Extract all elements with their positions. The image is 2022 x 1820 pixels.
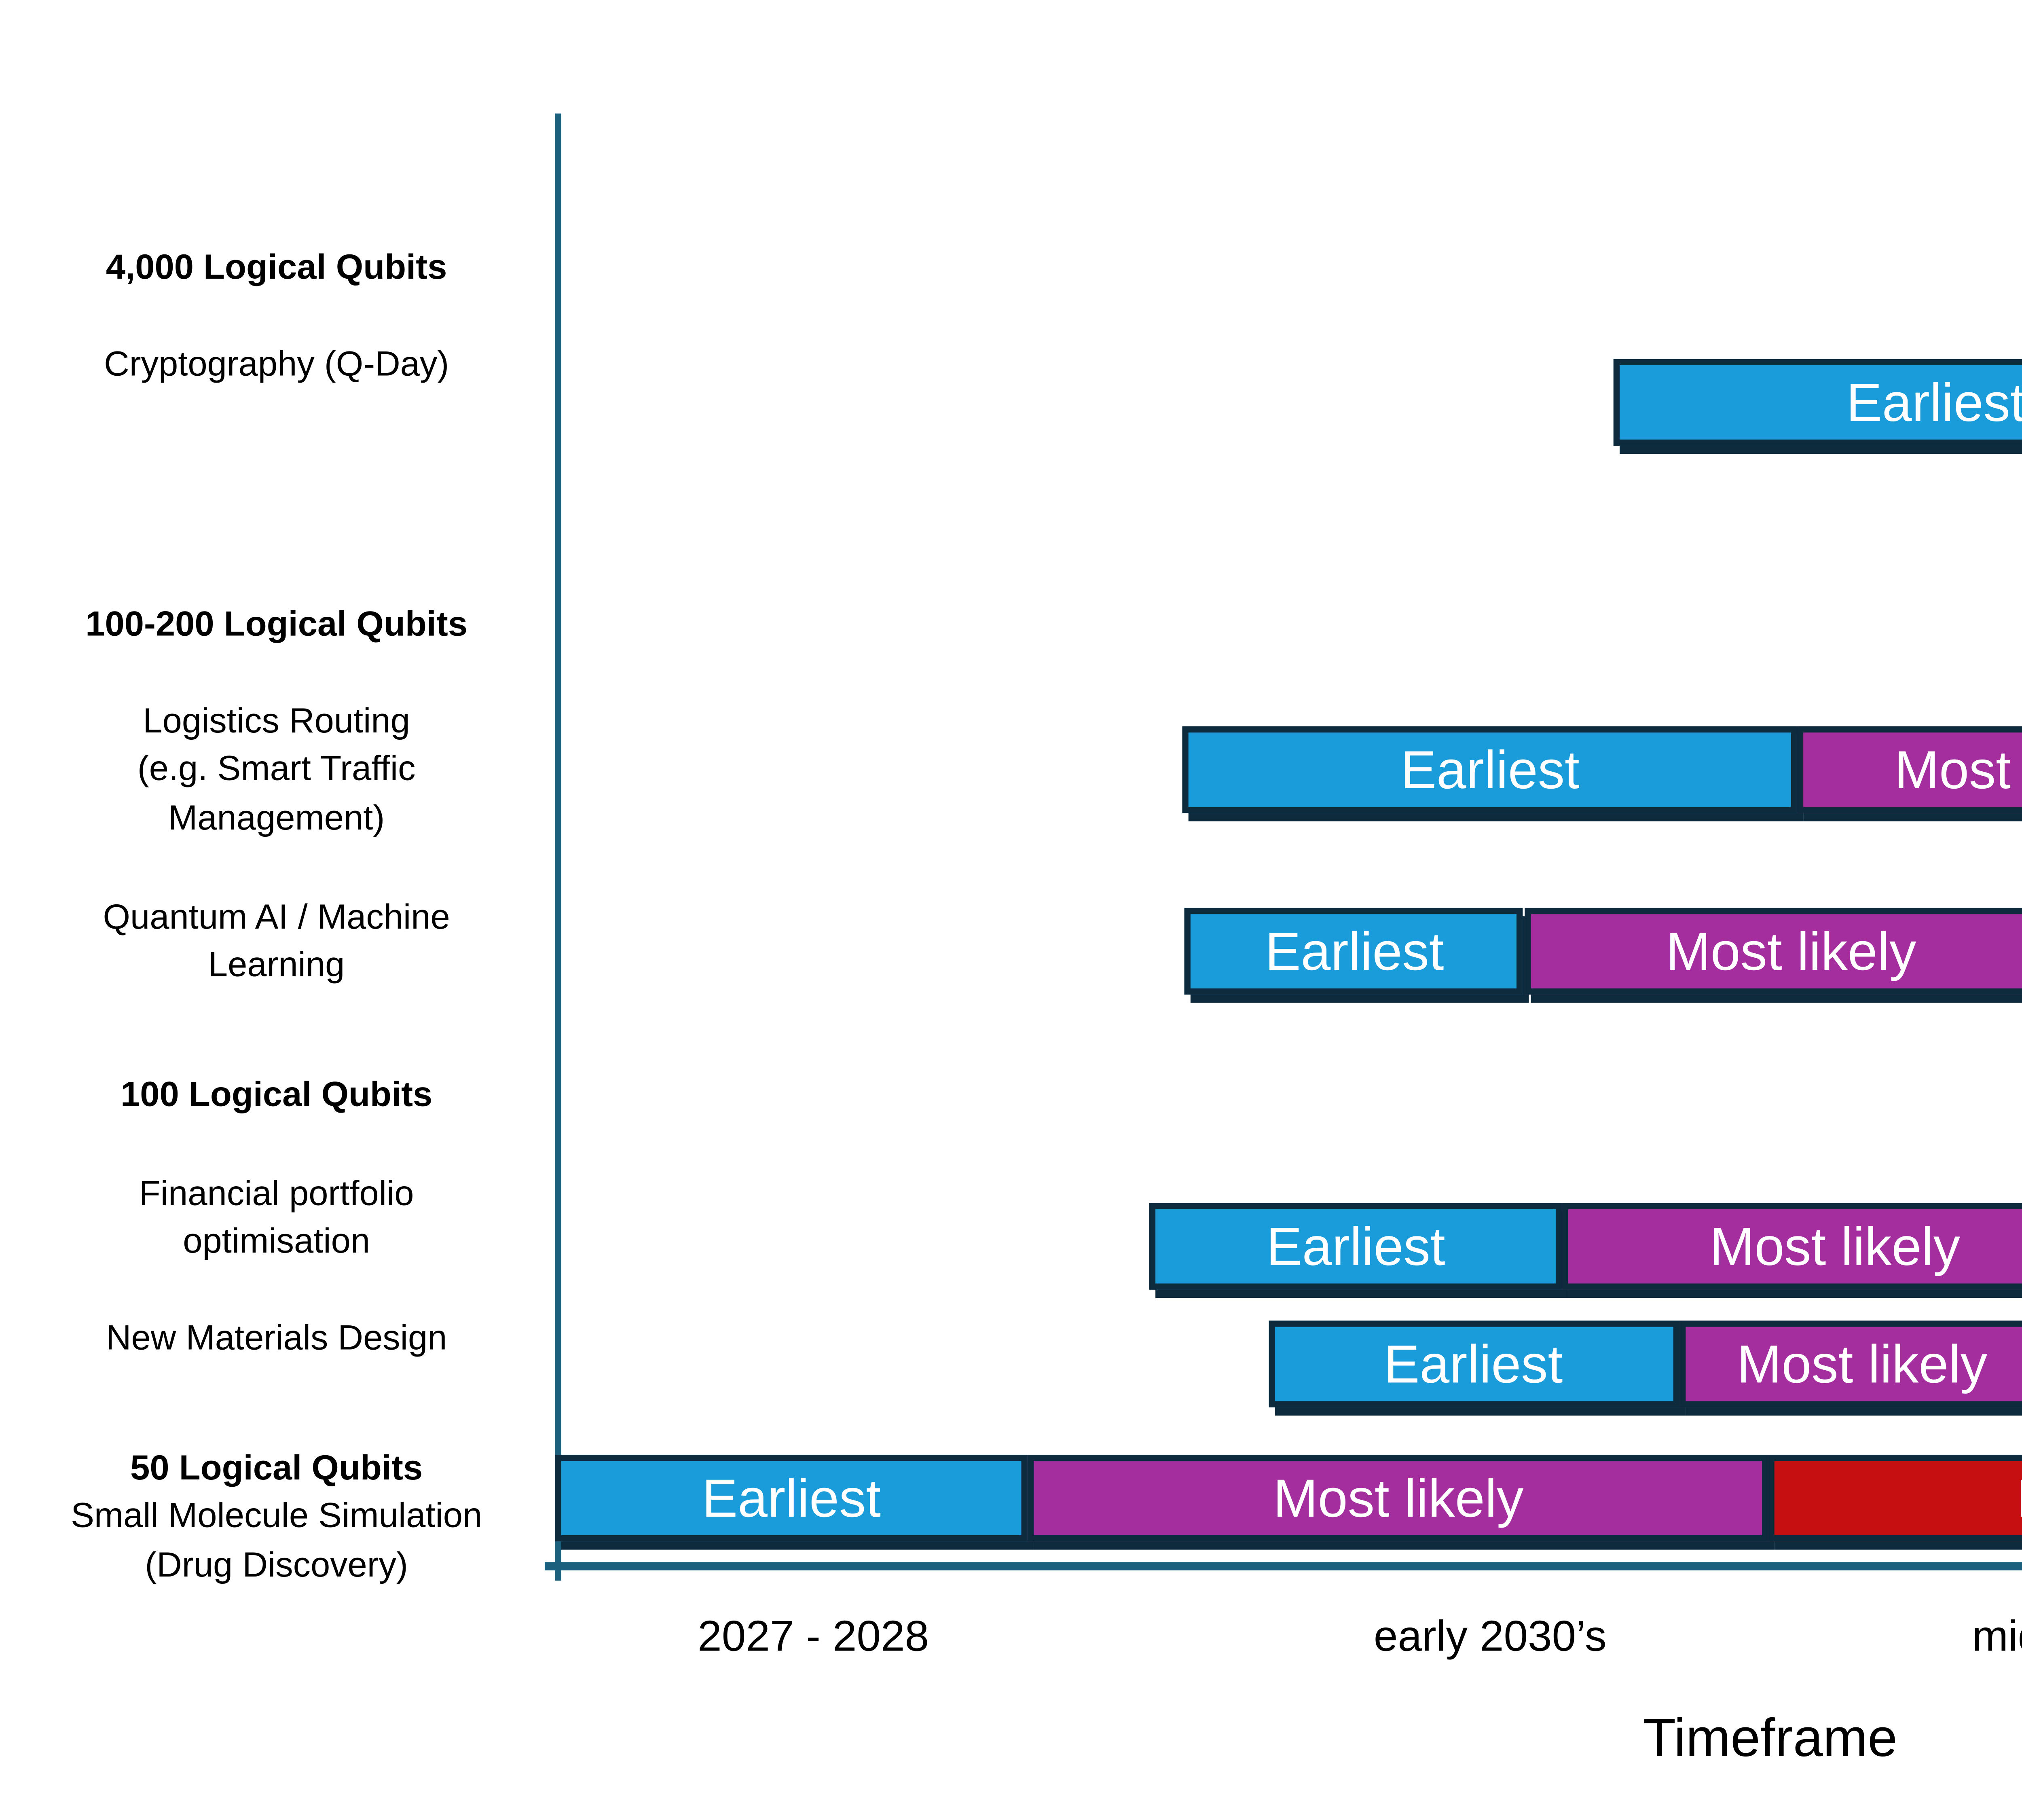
bar-quantum-ai-ml-most-likely: Most likely bbox=[1523, 908, 2022, 995]
left-label-block-2: 100-200 Logical Qubits bbox=[0, 601, 553, 650]
bar-logistics-routing-most-likely: Most likely bbox=[1797, 726, 2022, 813]
application-label-line: Quantum AI / Machine bbox=[103, 896, 450, 936]
application-label-line: New Materials Design bbox=[106, 1319, 447, 1359]
y-axis-line bbox=[555, 113, 561, 1581]
bar-small-molecule-most-likely: Most likely bbox=[1028, 1454, 1769, 1542]
left-label-block-7: New Materials Design bbox=[0, 1315, 553, 1363]
bar-financial-portfolio-earliest: Earliest bbox=[1149, 1203, 1563, 1290]
bar-small-molecule-latest: Latest bbox=[1769, 1454, 2022, 1542]
application-label-line: (e.g. Smart Traffic bbox=[137, 749, 416, 789]
x-axis-title: Timeframe bbox=[1643, 1706, 1898, 1769]
bar-small-molecule-earliest: Earliest bbox=[555, 1454, 1028, 1542]
x-tick-2027-2028: 2027 - 2028 bbox=[698, 1613, 929, 1661]
x-tick-early-2030-s: early 2030’s bbox=[1373, 1613, 1607, 1661]
application-label-line: Financial portfolio bbox=[139, 1173, 414, 1213]
qubit-group-title: 100-200 Logical Qubits bbox=[85, 605, 468, 645]
bar-new-materials-earliest: Earliest bbox=[1268, 1321, 1679, 1407]
left-label-block-5: 100 Logical Qubits bbox=[0, 1071, 553, 1120]
application-label-line: Learning bbox=[208, 945, 345, 984]
qubit-group-title: 100 Logical Qubits bbox=[121, 1075, 433, 1115]
application-label-line: optimisation bbox=[183, 1221, 370, 1261]
bar-cryptography-earliest: Earliest bbox=[1614, 359, 2022, 446]
left-label-block-0: 4,000 Logical Qubits bbox=[0, 244, 553, 292]
qubit-group-title: 4,000 Logical Qubits bbox=[106, 248, 447, 288]
application-label-line: Logistics Routing bbox=[143, 701, 410, 741]
left-label-block-4: Quantum AI / Machine Learning bbox=[0, 893, 553, 990]
application-label-line: Management) bbox=[168, 798, 385, 838]
bar-financial-portfolio-most-likely: Most likely bbox=[1562, 1203, 2022, 1290]
x-axis-line bbox=[544, 1562, 2022, 1570]
bar-logistics-routing-earliest: Earliest bbox=[1182, 726, 1798, 813]
left-label-block-6: Financial portfolio optimisation bbox=[0, 1169, 553, 1266]
left-label-block-3: Logistics Routing (e.g. Smart Traffic Mana… bbox=[0, 697, 553, 842]
application-label-line: Small Molecule Simulation bbox=[71, 1496, 482, 1536]
qubit-group-title: 50 Logical Qubits bbox=[130, 1448, 423, 1488]
left-label-block-8: 50 Logical Qubits Small Molecule Simulati… bbox=[0, 1444, 553, 1589]
left-label-block-1: Cryptography (Q-Day) bbox=[0, 341, 553, 389]
x-tick-mid-2030-s: mid 2030’s bbox=[1972, 1613, 2022, 1661]
application-label-line: (Drug Discovery) bbox=[145, 1545, 408, 1585]
application-label-line: Cryptography (Q-Day) bbox=[104, 345, 449, 385]
bar-quantum-ai-ml-earliest: Earliest bbox=[1185, 908, 1524, 995]
bar-new-materials-most-likely: Most likely bbox=[1679, 1321, 2022, 1407]
